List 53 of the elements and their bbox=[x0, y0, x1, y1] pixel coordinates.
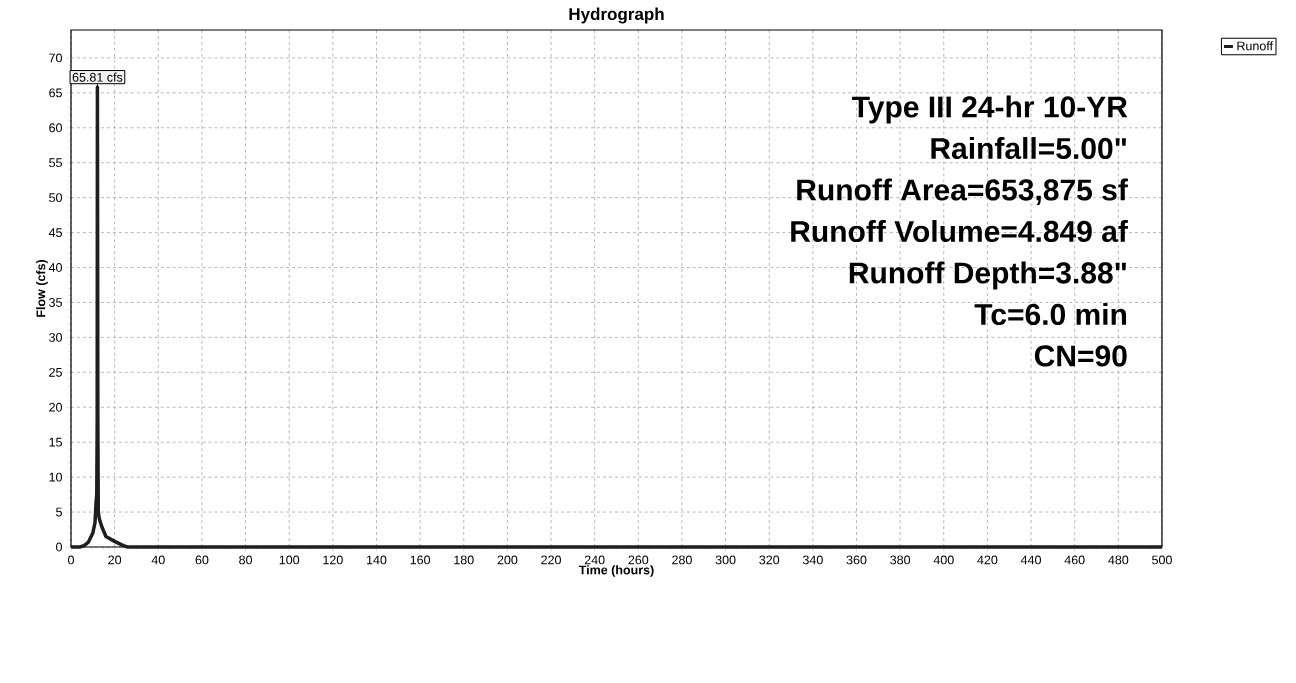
chart-title: Hydrograph bbox=[569, 7, 664, 24]
y-tick-label: 30 bbox=[49, 332, 62, 342]
x-tick-label: 400 bbox=[933, 555, 954, 565]
y-tick-label: 45 bbox=[48, 228, 62, 237]
y-tick-label: 0 bbox=[56, 542, 63, 552]
x-tick-label: 40 bbox=[151, 555, 165, 565]
y-tick-label: 40 bbox=[48, 263, 62, 272]
x-tick-label: 140 bbox=[367, 555, 387, 565]
x-tick-label: 420 bbox=[977, 555, 998, 565]
x-tick-label: 280 bbox=[672, 555, 692, 565]
x-tick-label: 460 bbox=[1064, 555, 1085, 565]
annotation: CN=90 bbox=[1034, 345, 1127, 367]
x-tick-label: 160 bbox=[410, 555, 431, 565]
annotation: Tc=6.0 min bbox=[974, 303, 1127, 326]
x-tick-label: 220 bbox=[541, 555, 561, 565]
y-tick-label: 65 bbox=[49, 88, 62, 98]
y-tick-label: 55 bbox=[49, 158, 62, 168]
annotation: Runoff Area=653,875 sf bbox=[797, 178, 1128, 205]
annotation: Type III 24-hr 10-YR bbox=[852, 95, 1128, 124]
x-tick-label: 60 bbox=[195, 555, 209, 565]
x-axis-title: Time (hours) bbox=[578, 565, 654, 577]
x-tick-label: 480 bbox=[1108, 555, 1129, 565]
legend-label: Runoff bbox=[1237, 41, 1274, 51]
y-tick-label: 5 bbox=[56, 507, 62, 517]
x-tick-label: 180 bbox=[454, 555, 474, 565]
x-tick-label: 80 bbox=[239, 555, 253, 565]
y-tick-label: 50 bbox=[49, 193, 62, 203]
annotation: Runoff Volume=4.849 af bbox=[791, 220, 1128, 243]
x-tick-label: 100 bbox=[279, 555, 300, 565]
x-tick-label: 300 bbox=[715, 555, 736, 565]
y-tick-label: 70 bbox=[49, 53, 62, 63]
x-tick-label: 260 bbox=[628, 555, 649, 565]
x-tick-label: 200 bbox=[497, 555, 518, 565]
x-tick-label: 340 bbox=[802, 555, 823, 565]
x-tick-label: 240 bbox=[584, 555, 605, 565]
y-axis-title: Flow (cfs) bbox=[36, 259, 48, 317]
y-tick-label: 10 bbox=[49, 472, 62, 482]
annotation: Rainfall=5.00" bbox=[931, 137, 1126, 160]
x-tick-label: 440 bbox=[1020, 555, 1041, 565]
x-tick-label: 380 bbox=[890, 555, 911, 565]
x-tick-label: 320 bbox=[759, 555, 780, 565]
y-tick-label: 35 bbox=[49, 298, 62, 307]
x-tick-label: 500 bbox=[1152, 555, 1172, 565]
x-tick-label: 20 bbox=[108, 555, 122, 565]
annotation: 65.81 cfs bbox=[72, 72, 123, 82]
x-tick-label: 0 bbox=[68, 555, 74, 565]
y-tick-label: 25 bbox=[49, 367, 62, 377]
y-tick-label: 60 bbox=[49, 123, 62, 133]
x-tick-label: 120 bbox=[323, 555, 343, 565]
y-tick-label: 15 bbox=[49, 437, 62, 447]
annotation: Runoff Depth=3.88" bbox=[849, 261, 1126, 290]
x-tick-label: 360 bbox=[846, 555, 867, 565]
y-tick-label: 20 bbox=[49, 402, 62, 412]
